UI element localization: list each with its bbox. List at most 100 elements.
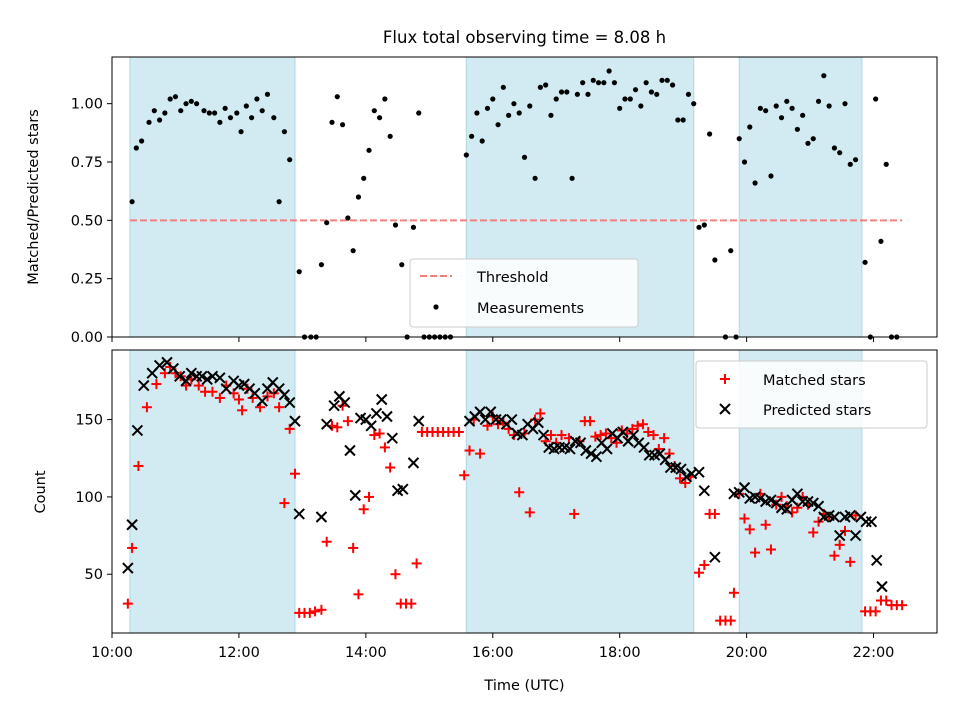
measurement-point [728, 248, 734, 254]
measurement-point [574, 91, 580, 97]
measurement-point [747, 124, 753, 130]
predicted-star-point [293, 508, 305, 520]
measurement-point [339, 122, 346, 128]
predicted-star-point [876, 580, 888, 593]
observing-interval-2 [465, 349, 695, 634]
bottom-ytick-label: 100 [75, 490, 103, 506]
matched-star-point [694, 567, 705, 578]
predicted-star-point [617, 426, 629, 438]
measurement-point [371, 108, 377, 114]
predicted-star-point [709, 551, 721, 563]
bottom-panel: 50 100 150 10:00 12:00 14:00 16:00 18:00 20:00 2… [33, 349, 938, 694]
matched-star-point [627, 423, 638, 434]
measurement-point [500, 84, 506, 90]
measurement-point [773, 103, 779, 109]
matched-star-point [680, 477, 691, 488]
measurement-point [469, 133, 475, 139]
measurement-point [778, 115, 785, 121]
measurement-point [763, 108, 769, 114]
top-ytick-label: 0.25 [71, 272, 103, 288]
measurement-point [669, 82, 676, 88]
predicted-star-point [698, 485, 711, 497]
measurement-point [590, 77, 596, 83]
matched-star-point [459, 470, 470, 481]
predicted-star-point [196, 370, 208, 382]
measurement-point [238, 129, 244, 135]
measurement-point [691, 101, 697, 107]
measurement-point [276, 199, 282, 205]
matched-star-point [214, 392, 225, 403]
measurement-point [611, 80, 618, 86]
measurement-point [564, 89, 570, 95]
measurement-point [249, 115, 255, 121]
predicted-star-point [638, 441, 650, 454]
measurement-point [826, 103, 832, 109]
measurement-point [324, 220, 330, 226]
measurement-point [178, 108, 184, 114]
measurement-point [815, 98, 822, 104]
matched-star-point [595, 430, 606, 441]
matched-star-point [750, 547, 761, 558]
matched-star-point [637, 419, 648, 430]
measurement-point [188, 98, 194, 104]
predicted-star-point [370, 407, 383, 420]
top-plot-marks [129, 68, 903, 340]
measurement-point [712, 257, 718, 263]
matched-star-point [321, 536, 332, 547]
predicted-star-point [138, 379, 150, 392]
measurement-point [345, 215, 351, 221]
matched-star-point [453, 426, 464, 437]
bottom-ytick-label: 50 [85, 567, 103, 583]
measurement-point [490, 96, 496, 102]
top-ytick-label: 1.00 [71, 97, 103, 113]
matched-star-point [897, 600, 908, 611]
matched-star-point [464, 445, 475, 456]
top-panel: Flux total observing time = 8.08 h 0.000… [26, 28, 938, 346]
matched-star-point [524, 507, 535, 518]
matched-star-point [348, 542, 359, 553]
matched-star-point [760, 519, 771, 530]
measurement-point [264, 91, 271, 97]
matched-star-point [728, 587, 739, 598]
top-shaded-intervals [129, 56, 863, 338]
measurement-point [296, 269, 302, 275]
measurement-point [736, 136, 742, 142]
matched-star-point [699, 559, 710, 570]
measurement-point [495, 122, 501, 128]
measurement-point [206, 110, 212, 116]
top-ylabel: Matched/Predicted stars [26, 109, 42, 285]
predicted-star-point [564, 443, 576, 455]
matched-star-point [648, 430, 659, 441]
matched-star-point [364, 491, 375, 502]
legend-threshold-label: Threshold [476, 270, 548, 286]
predicted-star-point [844, 509, 856, 522]
measurement-point [659, 77, 665, 83]
measurement-point [585, 91, 591, 97]
predicted-star-point [580, 444, 592, 457]
measurement-point [376, 115, 383, 121]
measurement-point [664, 77, 670, 83]
measurement-point [701, 222, 707, 228]
measurement-point [606, 68, 612, 74]
measurement-point [696, 224, 702, 230]
measurement-point [800, 112, 806, 118]
matched-star-point [824, 512, 835, 523]
matched-star-point [585, 416, 596, 427]
measurement-point [259, 108, 265, 114]
predicted-star-point [574, 437, 587, 449]
measurement-point [794, 126, 800, 132]
predicted-star-point [627, 429, 640, 441]
matched-star-point [475, 448, 486, 459]
measurement-point [569, 175, 575, 181]
bottom-xtick-label: 16:00 [472, 645, 514, 661]
measurement-point [350, 248, 356, 254]
matched-star-point [237, 405, 248, 416]
matched-star-point [353, 589, 364, 600]
predicted-star-point [338, 396, 351, 409]
predicted-star-point [173, 370, 186, 382]
matched-star-point [316, 604, 327, 615]
measurement-point [410, 224, 417, 230]
measurement-point [862, 259, 868, 265]
measurement-point [638, 103, 644, 109]
